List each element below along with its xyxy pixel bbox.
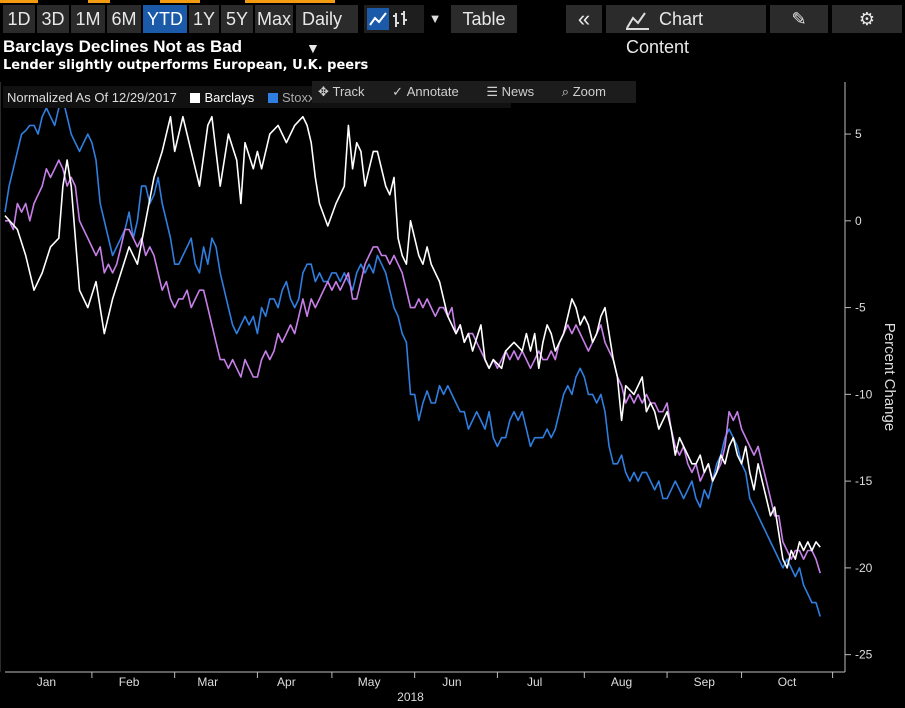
legend-swatch-barclays <box>190 92 201 103</box>
y-axis-title: Percent Change <box>881 323 898 431</box>
chevron-down-icon: ▼ <box>428 11 442 26</box>
x-axis-year-label: 2018 <box>397 690 424 704</box>
period-max-button[interactable]: Max <box>255 5 293 33</box>
chart-subtitle: Lender slightly outperforms European, U.… <box>3 58 369 73</box>
x-tick-label: Mar <box>197 675 218 689</box>
period-5y-button[interactable]: 5Y <box>221 5 253 33</box>
x-tick-label: Jul <box>527 675 542 689</box>
zoom-tool[interactable]: ⌕ Zoom <box>562 81 618 103</box>
y-tick-label: -5 <box>855 301 866 315</box>
toolbar-accent-strip <box>245 0 335 3</box>
bar-chart-icon <box>393 11 407 27</box>
x-tick-label: Aug <box>611 675 632 689</box>
series-line-stoxx-600-banks <box>4 98 821 617</box>
chart-content-button[interactable]: Chart Content <box>606 5 766 57</box>
annotate-tool[interactable]: ✓ Annotate <box>392 81 471 103</box>
period-1y-button[interactable]: 1Y <box>189 5 219 33</box>
y-tick-label: 0 <box>855 214 862 228</box>
series-line-barclays <box>4 115 821 569</box>
news-tool[interactable]: ☰ News <box>486 81 546 103</box>
edit-icon[interactable]: ✎ <box>770 5 828 33</box>
y-tick-label: -10 <box>855 387 873 401</box>
chevron-down-icon: ▼ <box>306 40 320 56</box>
period-1m-button[interactable]: 1M <box>71 5 105 33</box>
x-tick-label: Feb <box>119 675 140 689</box>
toolbar-accent-strip <box>88 0 110 3</box>
y-tick-label: 5 <box>855 127 862 141</box>
chart-type-selector[interactable] <box>364 5 424 33</box>
track-label: Track <box>332 84 365 99</box>
x-tick-label: Jun <box>442 675 461 689</box>
zoom-label: Zoom <box>572 84 606 99</box>
settings-icon[interactable]: ⚙ <box>832 5 902 33</box>
x-tick-label: Sep <box>694 675 716 689</box>
chart-content-icon <box>626 12 649 31</box>
news-label: News <box>501 84 535 99</box>
annotate-label: Annotate <box>406 84 459 99</box>
toolbar-accent-strip <box>0 0 38 3</box>
chart-overlay-tools: ✥ Track ✓ Annotate ☰ News ⌕ Zoom <box>312 81 636 103</box>
chart-content-label: Chart Content <box>626 9 704 57</box>
table-button[interactable]: Table <box>451 5 517 33</box>
x-tick-label: Oct <box>778 675 797 689</box>
collapse-icon[interactable]: « <box>566 5 602 33</box>
toolbar-accent-strip <box>160 0 200 3</box>
y-tick-label: -20 <box>855 561 873 575</box>
track-tool[interactable]: ✥ Track <box>318 81 377 103</box>
period-ytd-button[interactable]: YTD <box>143 5 187 33</box>
period-3d-button[interactable]: 3D <box>37 5 69 33</box>
period-6m-button[interactable]: 6M <box>107 5 141 33</box>
chart-type-dropdown[interactable]: ▼ <box>424 5 446 33</box>
frequency-label: Daily <box>302 9 343 29</box>
y-tick-label: -25 <box>855 648 873 662</box>
line-chart-icon <box>369 12 387 26</box>
x-tick-label: May <box>358 675 381 689</box>
legend-label-barclays: Barclays <box>204 89 255 105</box>
line-chart-icon-bg <box>367 8 389 30</box>
chart-title: Barclays Declines Not as Bad <box>3 37 243 56</box>
x-tick-label: Apr <box>277 675 296 689</box>
normalized-note: Normalized As Of 12/29/2017 <box>7 89 177 105</box>
y-tick-label: -15 <box>855 474 873 488</box>
x-tick-label: Jan <box>37 675 56 689</box>
chart-toolbar: 1D 3D 1M 6M YTD 1Y 5Y Max Daily ▼ ▼ Tabl… <box>0 0 905 57</box>
chart-type-icons <box>367 8 407 30</box>
legend-swatch-stoxx <box>267 92 278 103</box>
period-1d-button[interactable]: 1D <box>3 5 35 33</box>
frequency-dropdown[interactable]: Daily ▼ <box>296 5 358 56</box>
